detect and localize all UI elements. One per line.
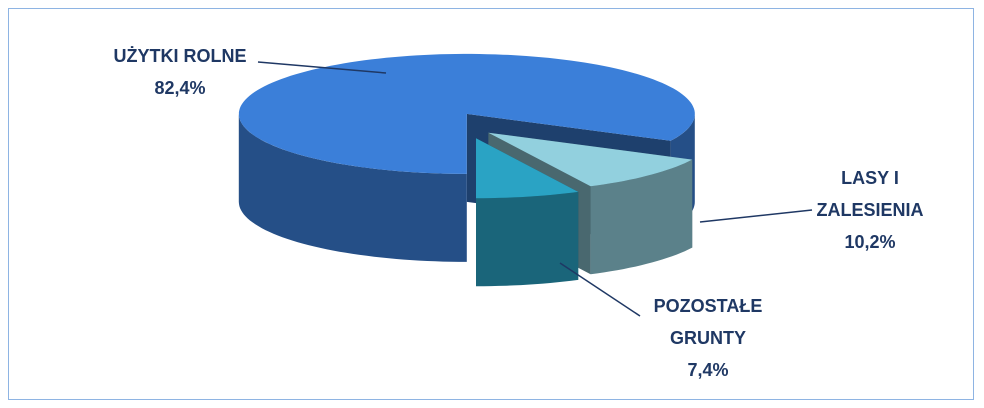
value-label: 82,4%: [154, 78, 206, 98]
pie-slice: [488, 132, 693, 187]
leader-line: [699, 209, 813, 223]
category-label: POZOSTAŁE GRUNTY: [653, 296, 763, 348]
value-label: 7,4%: [687, 360, 729, 380]
slice-label: POZOSTAŁE GRUNTY 7,4%: [628, 290, 788, 386]
slice-side: [476, 191, 579, 287]
pie-slice: [476, 138, 579, 199]
chart-frame: [8, 8, 974, 400]
category-label: UŻYTKI ROLNE: [113, 46, 247, 66]
slice-side: [590, 159, 693, 275]
category-label: LASY I ZALESIENIA: [816, 168, 924, 220]
leader-line: [559, 262, 641, 317]
slice-side: [238, 113, 467, 262]
pie-slice: [238, 53, 695, 174]
value-label: 10,2%: [844, 232, 896, 252]
slice-label: LASY I ZALESIENIA 10,2%: [800, 162, 940, 258]
leader-line: [257, 61, 387, 74]
slice-label: UŻYTKI ROLNE 82,4%: [60, 40, 300, 104]
